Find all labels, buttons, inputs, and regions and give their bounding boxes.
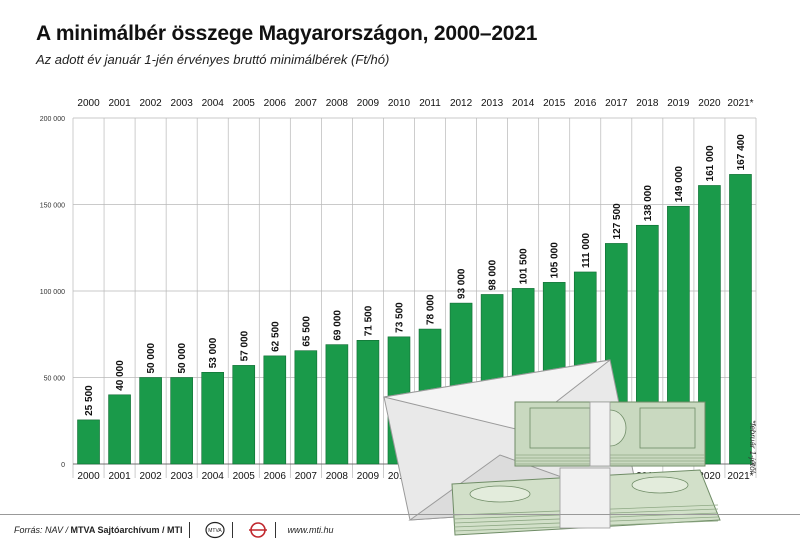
x-tick-label: 2020: [698, 471, 721, 482]
banknote-panel: [639, 407, 696, 449]
x-tick-label-top: 2019: [667, 98, 690, 109]
x-tick-label: 2001: [108, 471, 131, 482]
chart-title: A minimálbér összege Magyarországon, 200…: [36, 22, 538, 45]
envelope-flap: [383, 359, 611, 431]
x-tick-label: 2004: [202, 471, 225, 482]
source-prefix: Forrás: NAV /: [14, 525, 69, 535]
x-tick-label-top: 2005: [233, 98, 256, 109]
x-tick-label-top: 2012: [450, 98, 473, 109]
x-tick-label-top: 2000: [77, 98, 100, 109]
data-label: 65 500: [301, 316, 312, 347]
x-tick-label: 2006: [264, 471, 287, 482]
x-tick-label: 2003: [171, 471, 194, 482]
x-tick-label-top: 2001: [108, 98, 131, 109]
banknote-ornament: [469, 485, 531, 503]
x-tick-label-top: 2006: [264, 98, 287, 109]
data-label: 62 500: [270, 321, 281, 352]
bar-2008: [325, 344, 349, 465]
bar-2001: [108, 394, 131, 465]
data-label: 93 000: [457, 268, 468, 299]
x-tick-label: 2007: [295, 471, 318, 482]
data-label: 127 500: [612, 203, 623, 240]
footer-separator: [274, 522, 276, 538]
x-tick-label: 2000: [77, 471, 100, 482]
bar-2006: [263, 355, 287, 465]
chart-subtitle: Az adott év január 1-jén érvényes bruttó…: [36, 52, 390, 67]
footer-separator: [188, 522, 190, 538]
x-tick-label-top: 2013: [481, 98, 504, 109]
x-tick-label: 2005: [233, 471, 256, 482]
bar-2003: [170, 377, 193, 465]
y-tick-label: 0: [61, 462, 65, 469]
money-envelope-illustration: [383, 359, 721, 536]
data-label: 25 500: [84, 385, 95, 416]
x-tick-label-top: 2010: [388, 98, 411, 109]
data-label: 161 000: [705, 145, 716, 182]
mti-logo-icon: [248, 522, 267, 538]
data-label: 78 000: [426, 294, 437, 325]
mtva-logo-icon: MTVA: [204, 521, 225, 539]
data-label: 73 500: [394, 302, 405, 333]
x-tick-label: 2008: [326, 471, 349, 482]
data-label: 40 000: [115, 360, 126, 391]
bar-2005: [232, 365, 256, 465]
data-label: 105 000: [550, 242, 561, 279]
x-tick-label-top: 2007: [295, 98, 318, 109]
data-label: 167 400: [736, 134, 747, 171]
svg-text:MTVA: MTVA: [208, 528, 222, 534]
data-label: 71 500: [363, 305, 374, 336]
data-label: 53 000: [208, 337, 219, 368]
footer: Forrás: NAV / MTVA Sajtóarchívum / MTI M…: [14, 520, 334, 540]
data-label: 50 000: [146, 342, 157, 373]
x-tick-label-top: 2008: [326, 98, 349, 109]
y-tick-label: 50 000: [44, 376, 66, 383]
x-tick-label-top: 2004: [202, 98, 225, 109]
data-label: 98 000: [488, 259, 499, 290]
x-tick-label-top: 2016: [574, 98, 597, 109]
x-tick-label-top: 2011: [419, 98, 441, 109]
y-tick-label: 200 000: [40, 116, 65, 123]
data-label: 149 000: [674, 166, 685, 203]
bar-2002: [139, 377, 162, 465]
x-tick-label-top: 2018: [636, 98, 659, 109]
x-tick-label: 2002: [139, 471, 162, 482]
bar-2007: [294, 350, 318, 465]
banknote-band: [559, 467, 611, 529]
banknote-band: [589, 401, 611, 467]
source-agency: MTVA Sajtóarchívum / MTI: [70, 525, 183, 535]
banknote-ornament: [631, 476, 689, 494]
x-tick-label-top: 2017: [605, 98, 628, 109]
bar-2000: [77, 419, 100, 465]
data-label: 101 500: [519, 248, 530, 285]
x-tick-label: 2010: [388, 471, 411, 482]
footer-divider: [0, 514, 800, 515]
bar-2021: [729, 174, 752, 465]
data-label: 69 000: [332, 310, 343, 341]
x-tick-label: 2021*: [727, 471, 753, 482]
bar-2004: [201, 372, 225, 465]
x-tick-label-top: 2021*: [727, 98, 753, 109]
x-tick-label-top: 2020: [698, 98, 721, 109]
x-tick-label-top: 2002: [139, 98, 162, 109]
x-tick-label-top: 2014: [512, 98, 535, 109]
website-url: www.mti.hu: [287, 525, 334, 535]
data-label: 50 000: [177, 342, 188, 373]
y-tick-label: 100 000: [40, 289, 65, 296]
y-tick-label: 150 000: [40, 203, 65, 210]
footer-separator: [231, 522, 233, 538]
bar-2009: [356, 340, 380, 465]
x-tick-label-top: 2009: [357, 98, 380, 109]
data-label: 111 000: [581, 232, 592, 267]
bar-2020: [698, 185, 721, 465]
x-tick-label-top: 2003: [171, 98, 194, 109]
x-tick-label-top: 2015: [543, 98, 566, 109]
source-text: Forrás: NAV / MTVA Sajtóarchívum / MTI: [14, 525, 183, 535]
footnote: *február 1-jétől: [748, 420, 757, 473]
data-label: 138 000: [643, 185, 654, 222]
x-tick-label: 2009: [357, 471, 380, 482]
data-label: 57 000: [239, 330, 250, 361]
